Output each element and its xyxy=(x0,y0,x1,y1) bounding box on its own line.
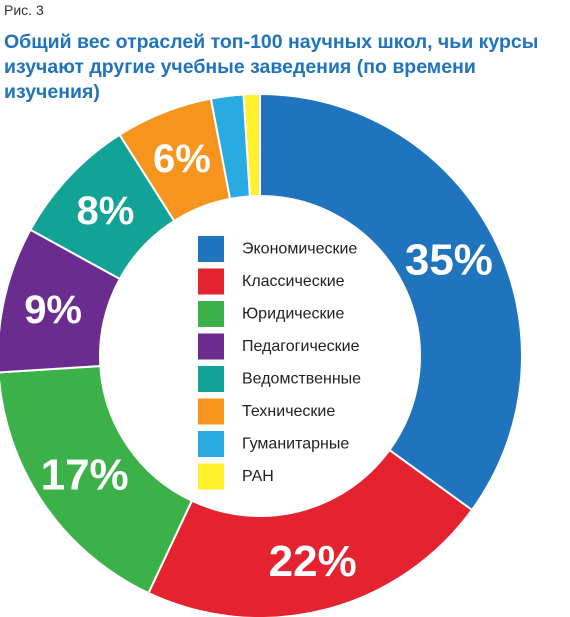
slice-4-label: 9% xyxy=(24,288,82,332)
chart-title: Общий вес отраслей топ-100 научных школ,… xyxy=(4,30,566,105)
legend-swatch-4 xyxy=(198,333,224,360)
chart-title-line-2: изучают другие учебные заведения (по вре… xyxy=(4,56,476,103)
legend: Экономические Классические Юридические Педа… xyxy=(198,236,361,490)
legend-label-6: Технические xyxy=(242,403,335,420)
legend-label-7: Гуманитарные xyxy=(242,436,349,453)
slice-labels: 35% 22% 17% 9% 8% 6% 2% 1% xyxy=(24,137,493,586)
legend-swatch-7 xyxy=(198,431,224,457)
slice-8-arc xyxy=(242,92,261,198)
slice-5-label: 8% xyxy=(77,189,135,233)
donut-slices xyxy=(0,92,523,617)
legend-swatch-2 xyxy=(198,268,224,295)
slice-2-arc xyxy=(147,448,474,617)
legend-label-5: Ведомственные xyxy=(242,371,361,388)
legend-swatch-3 xyxy=(198,301,224,327)
slice-7-label: 2% xyxy=(219,198,244,217)
legend-swatch-1 xyxy=(198,236,224,262)
slice-3-label: 17% xyxy=(41,451,129,500)
slice-2-label: 22% xyxy=(269,537,357,586)
legend-swatch-5 xyxy=(198,366,224,392)
legend-label-2: Классические xyxy=(242,273,345,290)
slice-8-label: 1% xyxy=(247,197,272,216)
legend-label-8: РАН xyxy=(242,468,274,485)
legend-label-4: Педагогические xyxy=(242,338,360,355)
legend-label-1: Экономические xyxy=(242,241,357,258)
legend-swatch-8 xyxy=(198,463,224,490)
slice-1-label: 35% xyxy=(405,235,493,284)
slice-3-arc xyxy=(0,364,194,595)
legend-label-3: Юридические xyxy=(242,306,344,323)
figure-label: Рис. 3 xyxy=(4,2,44,18)
legend-swatch-6 xyxy=(198,398,224,425)
chart-title-line-1: Общий вес отраслей топ-100 научных школ,… xyxy=(4,31,539,53)
slice-6-label: 6% xyxy=(153,137,211,181)
slice-1-arc xyxy=(259,92,523,512)
